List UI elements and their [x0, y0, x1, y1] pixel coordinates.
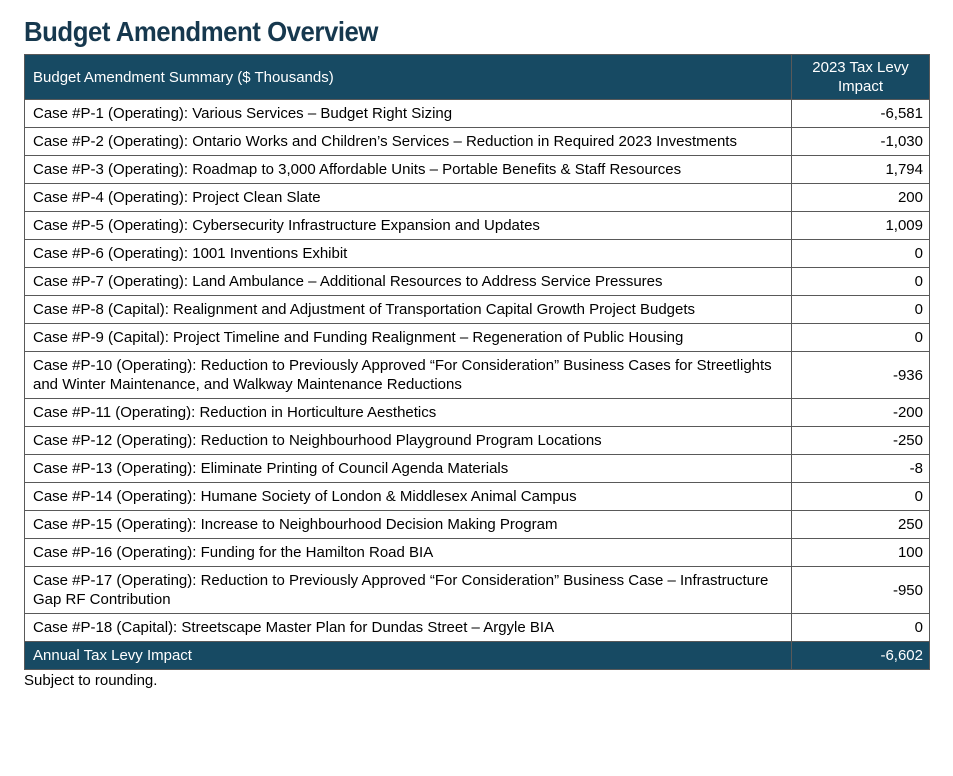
table-row: Case #P-10 (Operating): Reduction to Pre…	[24, 351, 930, 399]
case-label: Case #P-10 (Operating): Reduction to Pre…	[24, 351, 792, 399]
impact-value: 0	[791, 323, 930, 352]
table-header: Budget Amendment Summary ($ Thousands) 2…	[24, 54, 930, 100]
case-label: Case #P-16 (Operating): Funding for the …	[24, 538, 792, 567]
impact-value: 1,794	[791, 155, 930, 184]
case-label: Case #P-14 (Operating): Humane Society o…	[24, 482, 792, 511]
impact-value: 0	[791, 613, 930, 642]
case-label: Case #P-1 (Operating): Various Services …	[24, 99, 792, 128]
table-footer: Annual Tax Levy Impact -6,602	[24, 641, 930, 670]
case-label: Case #P-18 (Capital): Streetscape Master…	[24, 613, 792, 642]
table-row: Case #P-6 (Operating): 1001 Inventions E…	[24, 239, 930, 268]
case-label: Case #P-6 (Operating): 1001 Inventions E…	[24, 239, 792, 268]
table-row: Case #P-17 (Operating): Reduction to Pre…	[24, 566, 930, 614]
case-label: Case #P-4 (Operating): Project Clean Sla…	[24, 183, 792, 212]
case-label: Case #P-11 (Operating): Reduction in Hor…	[24, 398, 792, 427]
case-label: Case #P-15 (Operating): Increase to Neig…	[24, 510, 792, 539]
case-label: Case #P-12 (Operating): Reduction to Nei…	[24, 426, 792, 455]
impact-value: -8	[791, 454, 930, 483]
table-row: Case #P-1 (Operating): Various Services …	[24, 99, 930, 128]
table-row: Case #P-18 (Capital): Streetscape Master…	[24, 613, 930, 642]
table-row: Case #P-7 (Operating): Land Ambulance – …	[24, 267, 930, 296]
case-label: Case #P-8 (Capital): Realignment and Adj…	[24, 295, 792, 324]
budget-amendment-table: Budget Amendment Summary ($ Thousands) 2…	[24, 54, 930, 670]
case-label: Case #P-9 (Capital): Project Timeline an…	[24, 323, 792, 352]
table-row: Case #P-8 (Capital): Realignment and Adj…	[24, 295, 930, 324]
impact-value: 0	[791, 267, 930, 296]
total-row: Annual Tax Levy Impact -6,602	[24, 641, 930, 670]
impact-value: -200	[791, 398, 930, 427]
case-label: Case #P-2 (Operating): Ontario Works and…	[24, 127, 792, 156]
footnote: Subject to rounding.	[24, 672, 158, 689]
table-row: Case #P-3 (Operating): Roadmap to 3,000 …	[24, 155, 930, 184]
case-label: Case #P-17 (Operating): Reduction to Pre…	[24, 566, 792, 614]
impact-value: -6,581	[791, 99, 930, 128]
impact-value: 0	[791, 482, 930, 511]
impact-value: -936	[791, 351, 930, 399]
impact-value: 1,009	[791, 211, 930, 240]
table-row: Case #P-12 (Operating): Reduction to Nei…	[24, 426, 930, 455]
table-row: Case #P-9 (Capital): Project Timeline an…	[24, 323, 930, 352]
case-label: Case #P-3 (Operating): Roadmap to 3,000 …	[24, 155, 792, 184]
impact-value: 0	[791, 295, 930, 324]
table-row: Case #P-5 (Operating): Cybersecurity Inf…	[24, 211, 930, 240]
impact-value: 250	[791, 510, 930, 539]
impact-value: -950	[791, 566, 930, 614]
table-row: Case #P-2 (Operating): Ontario Works and…	[24, 127, 930, 156]
case-label: Case #P-13 (Operating): Eliminate Printi…	[24, 454, 792, 483]
case-label: Case #P-5 (Operating): Cybersecurity Inf…	[24, 211, 792, 240]
table-row: Case #P-13 (Operating): Eliminate Printi…	[24, 454, 930, 483]
case-label: Case #P-7 (Operating): Land Ambulance – …	[24, 267, 792, 296]
table-row: Case #P-4 (Operating): Project Clean Sla…	[24, 183, 930, 212]
impact-value: -1,030	[791, 127, 930, 156]
total-label: Annual Tax Levy Impact	[24, 641, 792, 670]
table-row: Case #P-14 (Operating): Humane Society o…	[24, 482, 930, 511]
table-row: Case #P-11 (Operating): Reduction in Hor…	[24, 398, 930, 427]
impact-value: -250	[791, 426, 930, 455]
header-tax-levy-impact: 2023 Tax Levy Impact	[791, 54, 930, 100]
table-row: Case #P-15 (Operating): Increase to Neig…	[24, 510, 930, 539]
impact-value: 100	[791, 538, 930, 567]
header-summary: Budget Amendment Summary ($ Thousands)	[24, 54, 792, 100]
impact-value: 0	[791, 239, 930, 268]
total-value: -6,602	[791, 641, 930, 670]
table-body: Case #P-1 (Operating): Various Services …	[24, 99, 930, 642]
table-row: Case #P-16 (Operating): Funding for the …	[24, 538, 930, 567]
page-title: Budget Amendment Overview	[24, 16, 378, 47]
impact-value: 200	[791, 183, 930, 212]
header-row: Budget Amendment Summary ($ Thousands) 2…	[24, 54, 930, 100]
